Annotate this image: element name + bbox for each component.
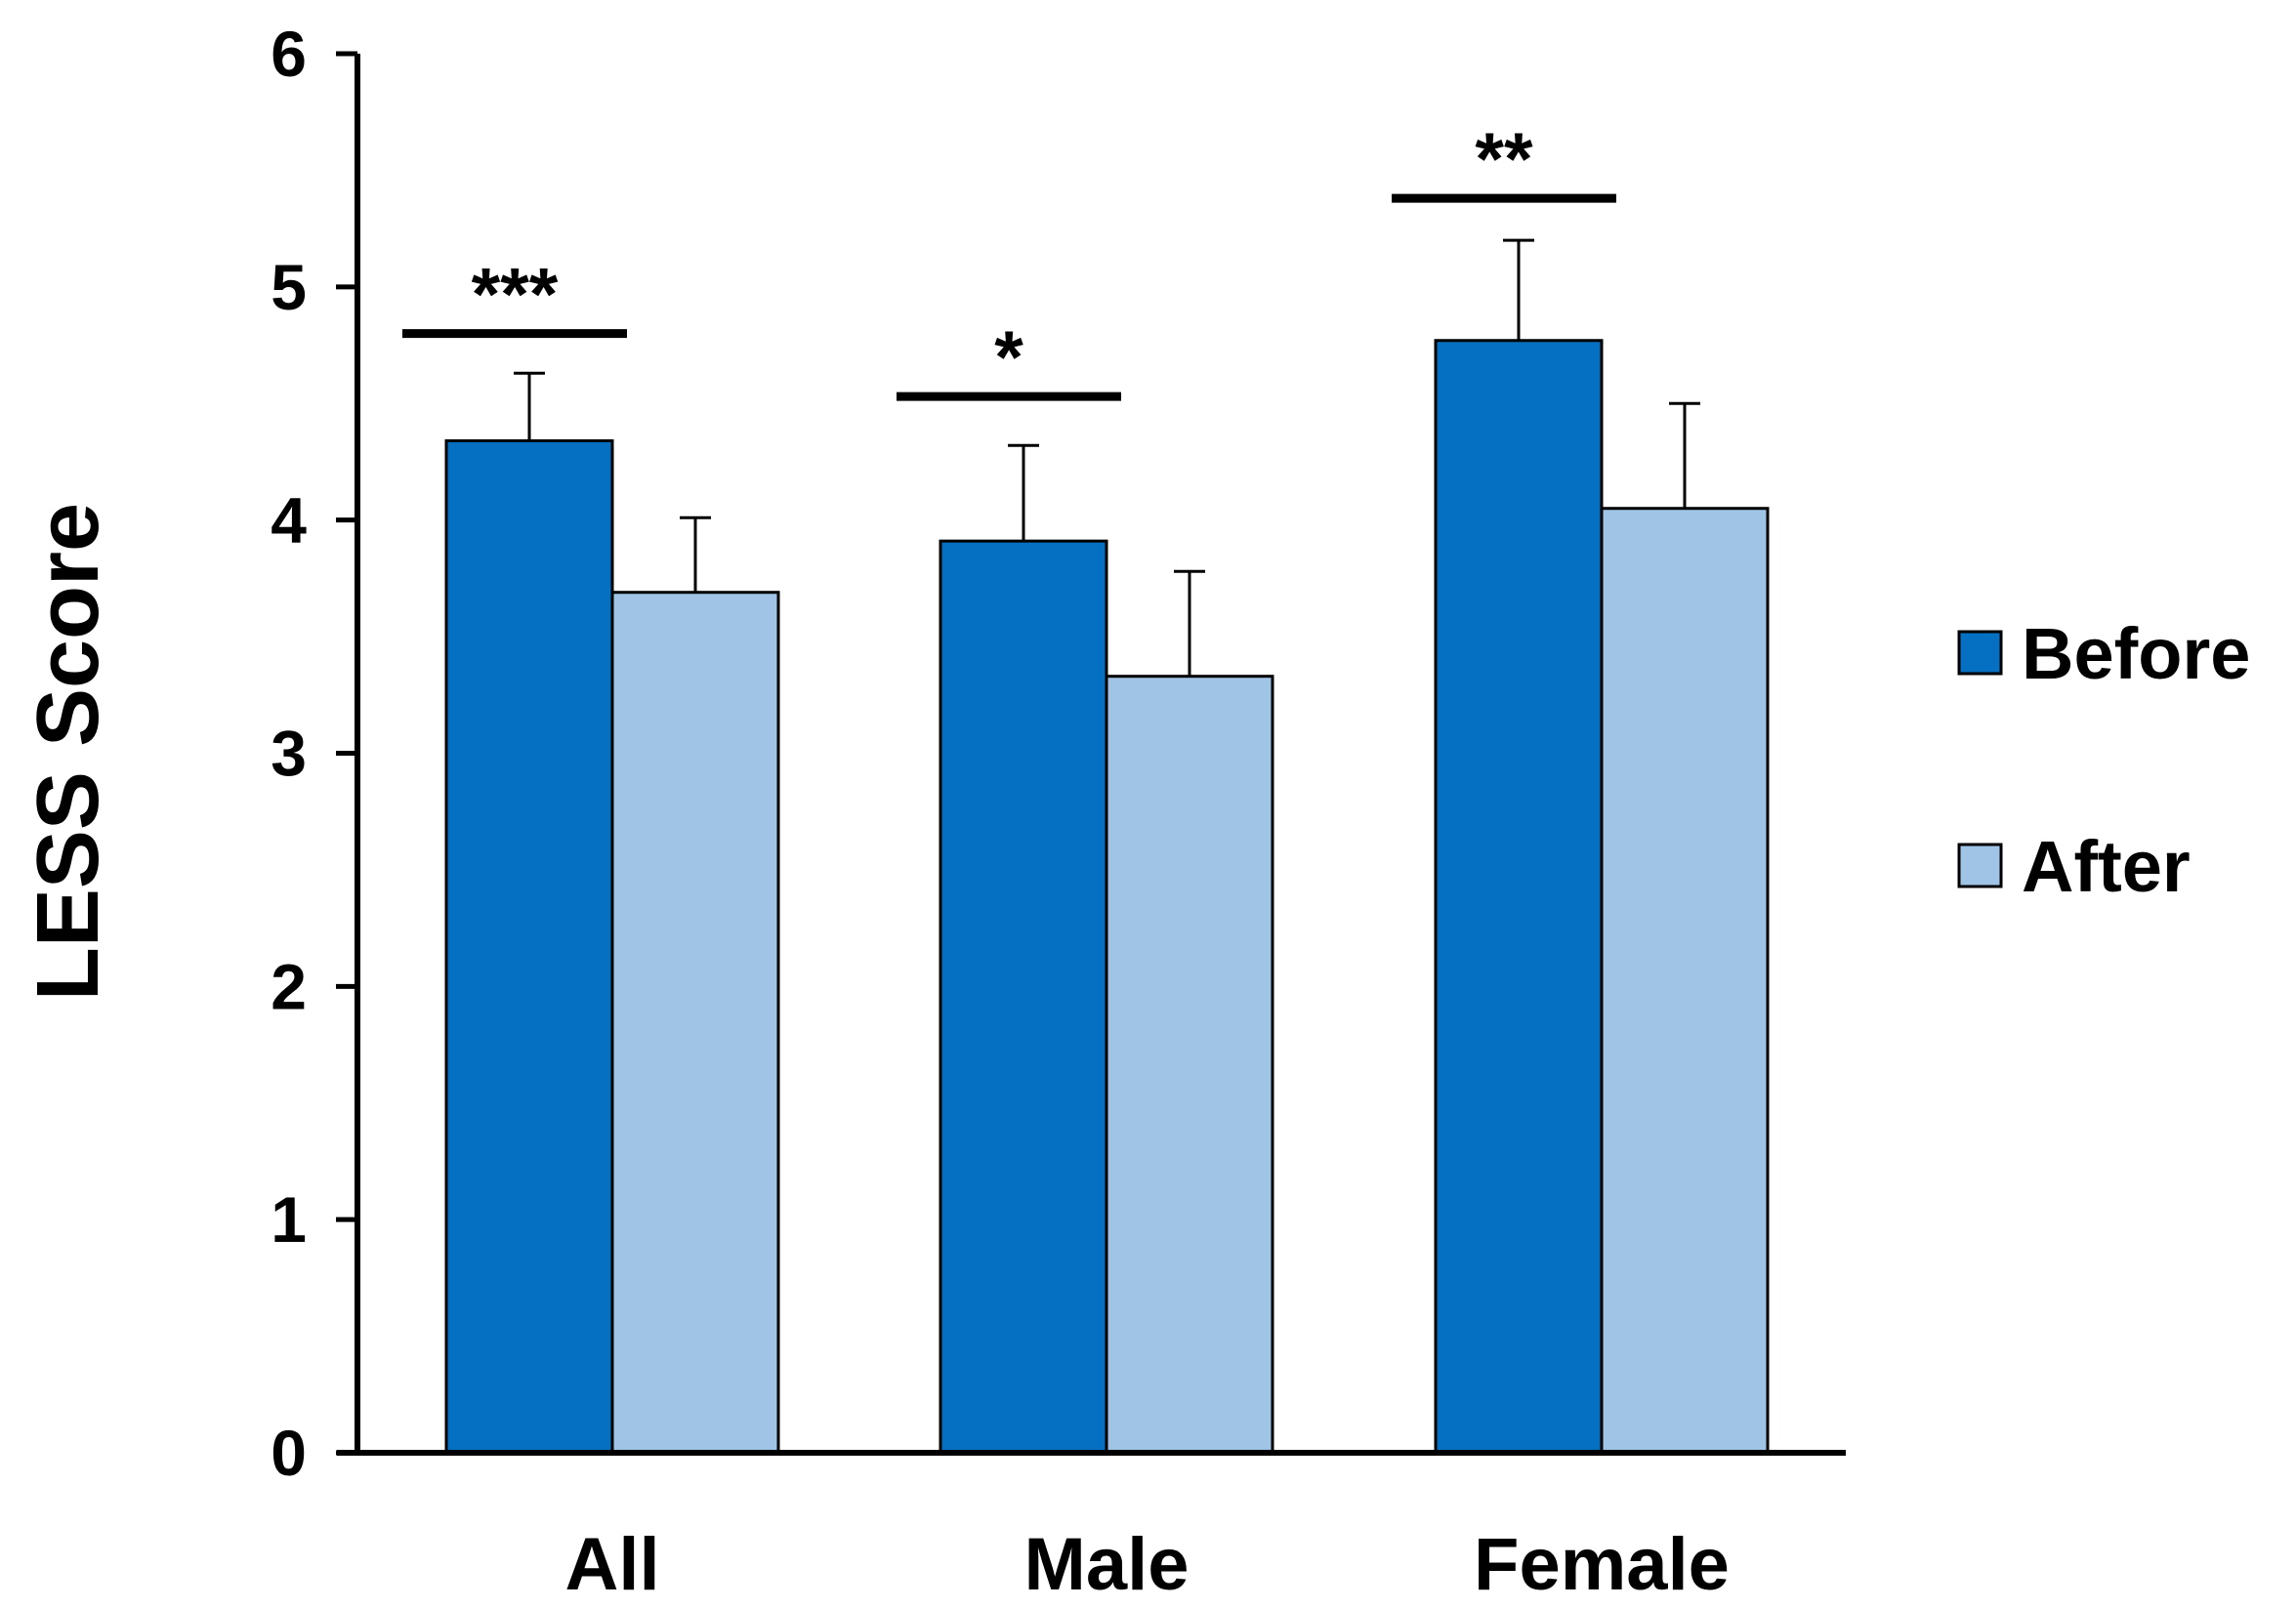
y-tick-label: 4	[271, 484, 307, 557]
bar-before-female	[1434, 339, 1604, 1455]
y-tick-label: 6	[271, 18, 307, 90]
y-tick-label: 1	[271, 1183, 307, 1256]
bar-before-male	[939, 539, 1108, 1455]
y-axis-title: LESS Score	[20, 503, 117, 1001]
y-tick-label: 0	[271, 1417, 307, 1489]
category-label-female: Female	[1474, 1523, 1730, 1606]
bar-before-all	[444, 438, 614, 1455]
bar-after-female	[1600, 507, 1770, 1455]
legend-swatch-after	[1957, 843, 2003, 888]
y-tick-label: 3	[271, 718, 307, 790]
category-label-male: Male	[1024, 1523, 1190, 1606]
significance-label-male: *	[994, 316, 1023, 399]
category-label-all: All	[564, 1523, 659, 1606]
legend-swatch-before	[1957, 630, 2003, 676]
significance-label-all: ***	[472, 254, 559, 337]
legend-label-after: After	[2022, 826, 2191, 907]
significance-label-female: **	[1475, 118, 1533, 201]
y-tick-label: 2	[271, 950, 307, 1022]
bar-after-male	[1105, 675, 1274, 1455]
legend-label-before: Before	[2022, 613, 2250, 694]
y-tick-label: 5	[271, 251, 307, 323]
bar-after-all	[610, 591, 780, 1455]
